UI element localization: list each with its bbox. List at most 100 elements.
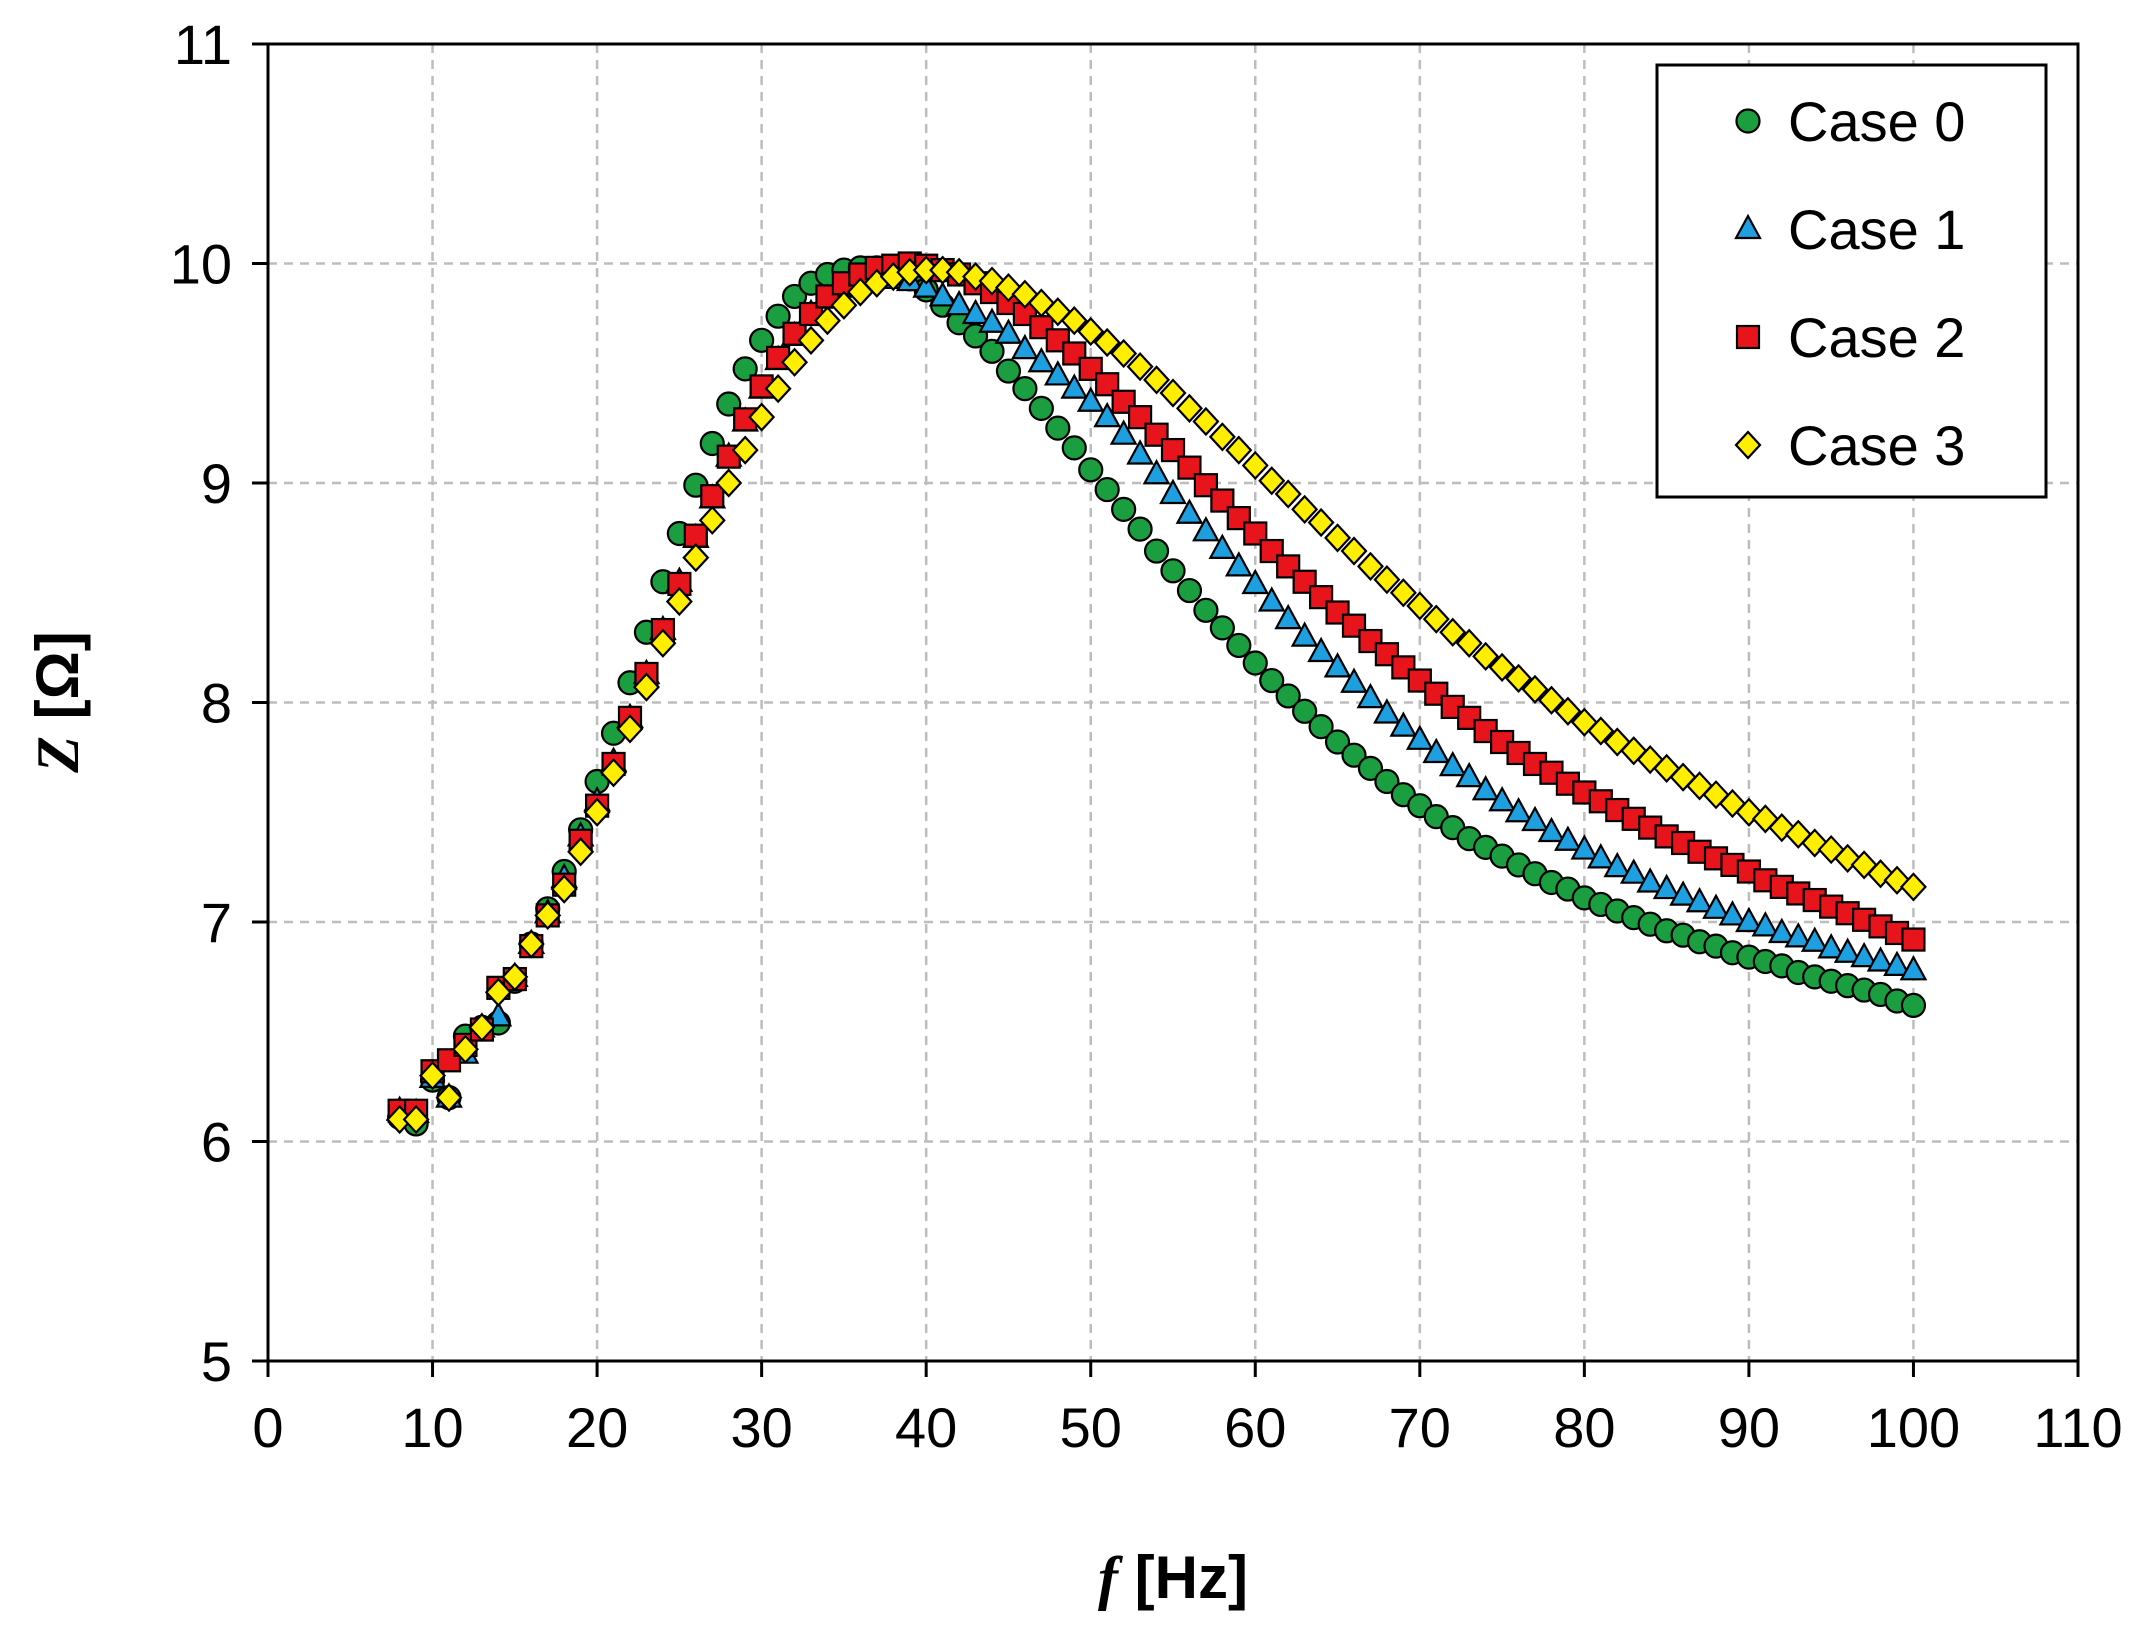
x-tick-label: 100 <box>1867 1396 1960 1459</box>
data-point <box>1850 941 1878 968</box>
data-point <box>1900 992 1927 1019</box>
x-tick-label: 20 <box>566 1396 628 1459</box>
data-point <box>1751 911 1780 937</box>
y-tick-label: 7 <box>201 891 232 954</box>
data-point <box>1078 457 1104 483</box>
data-point <box>1126 439 1154 465</box>
data-point <box>484 977 512 1007</box>
data-point <box>1307 636 1335 663</box>
y-tick-label: 5 <box>201 1330 232 1393</box>
data-point <box>1702 893 1730 919</box>
data-point <box>1226 632 1252 659</box>
data-point <box>1275 683 1301 709</box>
data-point <box>1537 685 1565 715</box>
data-point <box>1127 516 1153 542</box>
legend-label-case-0: Case 0 <box>1788 90 1965 153</box>
x-tick-label: 10 <box>401 1396 463 1459</box>
data-point <box>1076 386 1105 412</box>
data-point <box>1767 917 1796 944</box>
data-point <box>1060 305 1088 336</box>
data-point <box>616 714 644 744</box>
series-case-3 <box>386 255 1927 1135</box>
data-point <box>583 797 611 827</box>
data-point <box>1439 617 1467 647</box>
x-tick-label: 110 <box>2033 1396 2122 1459</box>
legend-marker-case-2 <box>1735 324 1761 350</box>
data-point <box>402 1104 430 1135</box>
data-point <box>1160 558 1186 584</box>
data-point <box>1373 564 1401 595</box>
x-tick-label: 90 <box>1718 1396 1780 1459</box>
data-point <box>1012 376 1038 402</box>
data-point <box>1341 742 1367 768</box>
data-point <box>1291 494 1319 524</box>
legend-marker-case-0 <box>1735 108 1761 134</box>
data-point <box>1422 737 1451 764</box>
data-point <box>1224 551 1253 577</box>
data-point <box>517 929 545 959</box>
data-point <box>830 290 858 320</box>
data-point <box>1324 523 1352 553</box>
data-point <box>1242 650 1268 676</box>
data-point <box>1208 533 1237 559</box>
x-tick-label: 0 <box>252 1396 283 1459</box>
y-tick-label: 8 <box>201 672 232 735</box>
data-point <box>451 1034 479 1064</box>
data-point <box>1537 816 1566 843</box>
data-point <box>550 874 578 904</box>
axis-ticks: 0 10 20 30 40 50 60 70 80 90 100 110 5 6 7 8 9 10 11 <box>170 13 2123 1459</box>
data-point <box>929 255 957 285</box>
data-point <box>1045 415 1071 441</box>
data-point <box>1570 834 1599 860</box>
data-point <box>1652 873 1681 900</box>
data-point <box>1438 750 1467 777</box>
data-point <box>1109 419 1138 445</box>
data-point <box>1586 843 1615 869</box>
data-point <box>1817 933 1846 959</box>
data-point <box>1374 768 1400 795</box>
x-tick-label: 30 <box>730 1396 792 1459</box>
legend-label-case-2: Case 2 <box>1788 306 1965 369</box>
data-point <box>1292 698 1318 724</box>
x-tick-label: 50 <box>1060 1396 1122 1459</box>
data-series <box>385 251 1928 1137</box>
x-tick-label: 70 <box>1389 1396 1451 1459</box>
data-point <box>1901 927 1926 952</box>
x-tick-label: 40 <box>895 1396 957 1459</box>
x-axis-unit: [Hz] <box>1118 1544 1248 1611</box>
data-point <box>1259 667 1285 694</box>
data-point <box>1308 714 1334 740</box>
data-point <box>1192 515 1220 542</box>
data-point <box>1225 435 1253 465</box>
data-point <box>1899 872 1927 902</box>
data-point <box>1389 578 1417 608</box>
x-tick-label: 60 <box>1224 1396 1286 1459</box>
data-point <box>632 672 660 702</box>
data-point <box>1126 352 1154 382</box>
data-point <box>1257 586 1286 612</box>
data-point <box>1093 327 1121 358</box>
legend-label-case-1: Case 1 <box>1788 198 1965 261</box>
data-point <box>1718 900 1747 926</box>
data-point <box>1357 755 1384 781</box>
data-point <box>1603 851 1632 878</box>
data-point <box>1028 395 1054 421</box>
legend-marker-case-3 <box>1734 430 1762 460</box>
data-point <box>1587 716 1615 746</box>
data-point <box>1504 796 1533 823</box>
data-point <box>979 338 1005 364</box>
data-point <box>1735 906 1763 933</box>
data-point <box>1356 551 1384 582</box>
data-point <box>995 358 1022 384</box>
data-point <box>781 347 809 377</box>
data-point <box>1241 450 1269 481</box>
data-point <box>700 484 725 509</box>
legend: Case 0 Case 1 Case 2 Case 3 <box>1655 63 2048 499</box>
data-point <box>1619 858 1648 884</box>
data-point <box>534 900 562 931</box>
y-tick-label: 11 <box>174 13 232 76</box>
data-point <box>1290 621 1319 647</box>
data-point <box>1241 568 1270 595</box>
x-axis-title: f [Hz] <box>1098 1544 1248 1611</box>
data-point <box>1455 628 1483 658</box>
